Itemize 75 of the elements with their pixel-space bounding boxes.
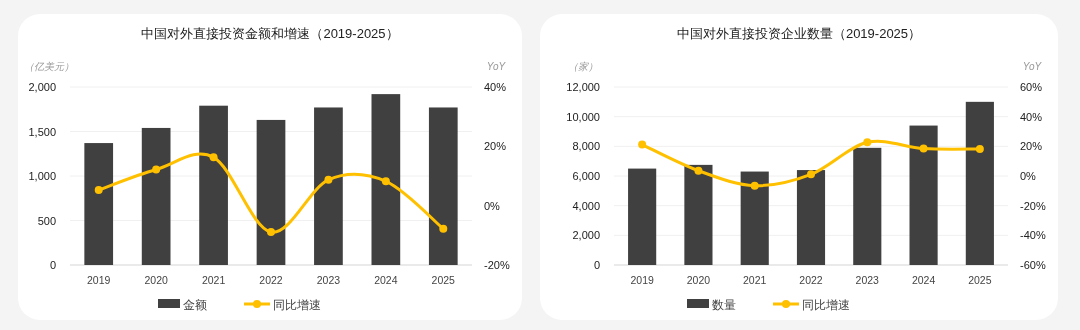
y-axis-title: （亿美元） (24, 61, 74, 72)
y-tick-label: 1,000 (28, 170, 56, 182)
point (750, 181, 759, 190)
y-tick-label: 0 (49, 259, 56, 271)
point (694, 166, 703, 175)
bar (199, 105, 228, 265)
point (863, 138, 872, 147)
point (152, 165, 161, 174)
bar (853, 147, 882, 265)
point (94, 185, 103, 194)
bar (684, 164, 713, 265)
x-tick-label: 2020 (144, 274, 168, 286)
chart-title: 中国对外直接投资金额和增速（2019-2025） (141, 26, 399, 41)
chart-title: 中国对外直接投资企业数量（2019-2025） (676, 26, 922, 41)
x-tick-label: 2023 (316, 274, 341, 286)
y-tick-label: 6,000 (572, 170, 600, 182)
point (807, 170, 815, 179)
x-tick-label: 2024 (911, 274, 936, 286)
x-tick-label: 2024 (374, 274, 398, 286)
y2-tick-label: -40% (1020, 229, 1046, 242)
point (209, 153, 218, 162)
point (324, 175, 333, 184)
y-tick-label: 500 (37, 214, 56, 227)
y-tick-label: 4,000 (572, 199, 600, 212)
bar (256, 119, 286, 265)
y2-axis-title: YoY (486, 61, 507, 72)
point (439, 224, 448, 233)
x-tick-label: 2022 (259, 274, 283, 286)
y2-tick-label: 20% (1020, 140, 1043, 153)
bar (314, 107, 343, 265)
y-tick-label: 2,000 (572, 229, 600, 242)
y2-tick-label: -60% (1020, 259, 1046, 271)
x-tick-label: 2025 (968, 274, 992, 286)
point (975, 145, 984, 153)
bar (909, 125, 938, 265)
bar (965, 101, 994, 265)
y-axis-title: （家） (568, 61, 598, 72)
y2-tick-label: 40% (484, 81, 507, 93)
legend-label: 数量 (712, 297, 736, 312)
point (381, 177, 390, 186)
y2-tick-label: 60% (1020, 81, 1043, 93)
bar (628, 168, 657, 265)
point (638, 140, 647, 149)
y-tick-label: 1,500 (28, 125, 56, 138)
legend-label: 金额 (183, 297, 207, 312)
x-tick-label: 2025 (431, 274, 456, 286)
y-tick-label: 10,000 (566, 110, 600, 123)
point (267, 228, 275, 237)
y2-tick-label: 40% (1020, 110, 1043, 123)
x-tick-label: 2019 (630, 274, 654, 286)
x-tick-label: 2020 (686, 274, 711, 286)
y2-tick-label: -20% (484, 259, 510, 271)
bar (740, 171, 769, 265)
x-tick-label: 2019 (87, 274, 111, 286)
x-tick-label: 2021 (201, 274, 226, 286)
y2-tick-label: 0% (484, 199, 501, 212)
y-tick-label: 2,000 (28, 81, 56, 93)
point (919, 144, 928, 153)
x-tick-label: 2023 (855, 274, 880, 286)
y2-axis-title: YoY (1022, 61, 1043, 72)
y-tick-label: 8,000 (572, 140, 600, 153)
bar (371, 94, 401, 265)
bar (796, 170, 826, 265)
legend-label: 同比增速 (802, 297, 850, 312)
legend-label: 同比增速 (273, 297, 321, 312)
bar (84, 143, 114, 265)
y2-tick-label: 0% (1020, 170, 1037, 182)
x-tick-label: 2021 (743, 274, 767, 286)
bar (428, 107, 458, 265)
x-tick-label: 2022 (799, 274, 823, 286)
y2-tick-label: 20% (484, 140, 507, 153)
y-tick-label: 0 (593, 259, 600, 271)
bar (141, 127, 171, 265)
y2-tick-label: -20% (1020, 199, 1046, 212)
y-tick-label: 12,000 (566, 81, 600, 93)
